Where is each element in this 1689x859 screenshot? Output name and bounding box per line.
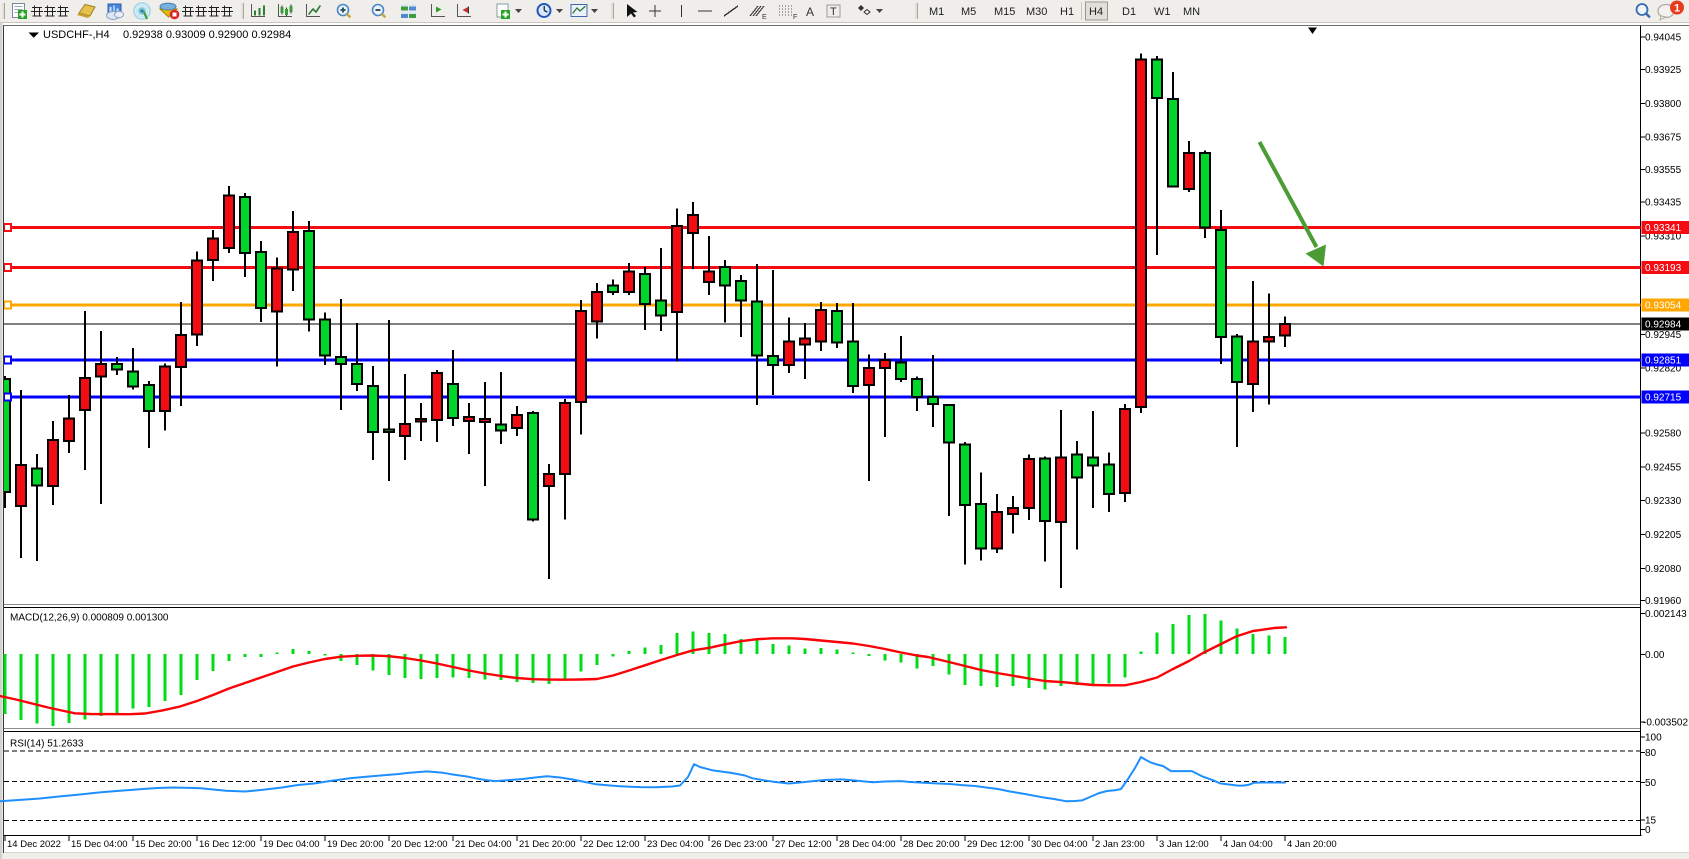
svg-text:0: 0 <box>1645 825 1651 836</box>
svg-text:0.93675: 0.93675 <box>1645 133 1682 144</box>
svg-text:3 Jan 12:00: 3 Jan 12:00 <box>1159 839 1209 850</box>
svg-text:A: A <box>806 5 814 19</box>
svg-text:21 Dec 04:00: 21 Dec 04:00 <box>455 839 512 850</box>
svg-text:4 Jan 20:00: 4 Jan 20:00 <box>1287 839 1337 850</box>
svg-text:0.92080: 0.92080 <box>1645 564 1682 575</box>
svg-text:USDCHF-,H4: USDCHF-,H4 <box>43 29 110 41</box>
svg-text:0.93193: 0.93193 <box>1645 263 1682 274</box>
svg-text:0.002143: 0.002143 <box>1645 609 1687 620</box>
svg-text:0.93800: 0.93800 <box>1645 99 1682 110</box>
svg-text:19 Dec 04:00: 19 Dec 04:00 <box>263 839 320 850</box>
svg-text:-0.003502: -0.003502 <box>1643 717 1688 728</box>
svg-text:0.93341: 0.93341 <box>1645 223 1682 234</box>
svg-text:15 Dec 04:00: 15 Dec 04:00 <box>71 839 128 850</box>
svg-text:M30: M30 <box>1026 6 1047 18</box>
svg-text:0.94045: 0.94045 <box>1645 33 1682 44</box>
svg-text:30 Dec 04:00: 30 Dec 04:00 <box>1031 839 1088 850</box>
svg-text:0.92715: 0.92715 <box>1645 393 1682 404</box>
svg-text:1: 1 <box>1674 3 1680 15</box>
svg-text:100: 100 <box>1645 733 1662 744</box>
svg-text:4 Jan 04:00: 4 Jan 04:00 <box>1223 839 1273 850</box>
svg-text:0.92455: 0.92455 <box>1645 462 1682 473</box>
svg-text:0.92851: 0.92851 <box>1645 356 1682 367</box>
svg-text:0.93310: 0.93310 <box>1645 231 1682 242</box>
svg-text:16 Dec 12:00: 16 Dec 12:00 <box>199 839 256 850</box>
svg-text:26 Dec 23:00: 26 Dec 23:00 <box>711 839 768 850</box>
svg-text:T: T <box>830 6 837 18</box>
svg-text:15: 15 <box>1645 816 1657 827</box>
svg-text:50: 50 <box>1645 778 1657 789</box>
svg-text:14 Dec 2022: 14 Dec 2022 <box>7 839 61 850</box>
svg-text:0.93054: 0.93054 <box>1645 301 1682 312</box>
svg-text:2 Jan 23:00: 2 Jan 23:00 <box>1095 839 1145 850</box>
svg-text:22 Dec 12:00: 22 Dec 12:00 <box>583 839 640 850</box>
svg-text:15 Dec 20:00: 15 Dec 20:00 <box>135 839 192 850</box>
svg-text:29 Dec 12:00: 29 Dec 12:00 <box>967 839 1024 850</box>
svg-text:M15: M15 <box>994 6 1015 18</box>
svg-text:0.92820: 0.92820 <box>1645 364 1682 375</box>
svg-text:27 Dec 12:00: 27 Dec 12:00 <box>775 839 832 850</box>
svg-text:0.93555: 0.93555 <box>1645 165 1682 176</box>
svg-text:H4: H4 <box>1089 6 1103 18</box>
svg-text:0.92938 0.93009 0.92900 0.9298: 0.92938 0.93009 0.92900 0.92984 <box>123 29 291 41</box>
svg-text:0.92580: 0.92580 <box>1645 429 1682 440</box>
svg-text:28 Dec 04:00: 28 Dec 04:00 <box>839 839 896 850</box>
svg-text:0.92330: 0.92330 <box>1645 496 1682 507</box>
svg-text:MN: MN <box>1183 6 1200 18</box>
svg-text:F: F <box>793 14 797 21</box>
svg-text:0.93435: 0.93435 <box>1645 198 1682 209</box>
svg-text:0.93925: 0.93925 <box>1645 65 1682 76</box>
svg-text:E: E <box>762 14 767 21</box>
svg-text:0.92984: 0.92984 <box>1645 320 1682 331</box>
svg-text:21 Dec 20:00: 21 Dec 20:00 <box>519 839 576 850</box>
svg-text:D1: D1 <box>1122 6 1136 18</box>
svg-text:23 Dec 04:00: 23 Dec 04:00 <box>647 839 704 850</box>
svg-text:0.92205: 0.92205 <box>1645 530 1682 541</box>
svg-text:0.92945: 0.92945 <box>1645 330 1682 341</box>
svg-text:M1: M1 <box>929 6 944 18</box>
svg-text:H1: H1 <box>1060 6 1074 18</box>
svg-text:0.00: 0.00 <box>1645 650 1665 661</box>
svg-text:19 Dec 20:00: 19 Dec 20:00 <box>327 839 384 850</box>
svg-text:RSI(14) 51.2633: RSI(14) 51.2633 <box>10 739 84 750</box>
svg-text:M5: M5 <box>961 6 976 18</box>
svg-text:28 Dec 20:00: 28 Dec 20:00 <box>903 839 960 850</box>
svg-text:0.91960: 0.91960 <box>1645 596 1682 607</box>
svg-text:20 Dec 12:00: 20 Dec 12:00 <box>391 839 448 850</box>
svg-text:80: 80 <box>1645 748 1657 759</box>
svg-text:MACD(12,26,9) 0.000809 0.00130: MACD(12,26,9) 0.000809 0.001300 <box>10 613 169 624</box>
svg-text:W1: W1 <box>1154 6 1171 18</box>
